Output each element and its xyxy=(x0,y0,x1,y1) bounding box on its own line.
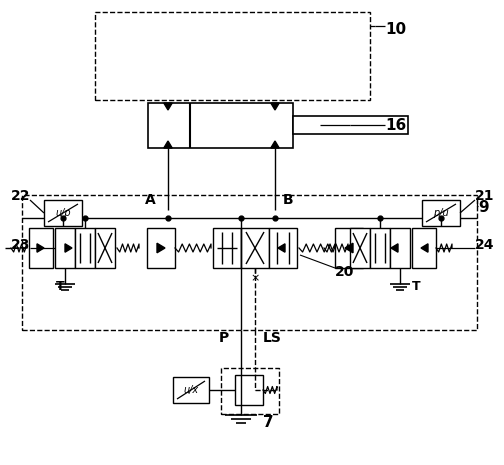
Polygon shape xyxy=(164,103,172,110)
Bar xyxy=(221,368,279,414)
Text: P: P xyxy=(219,331,229,345)
Text: 20: 20 xyxy=(335,265,354,279)
Text: 7: 7 xyxy=(263,415,274,430)
Text: 21: 21 xyxy=(475,189,494,203)
Text: u/p: u/p xyxy=(55,208,71,218)
Bar xyxy=(412,228,436,268)
Bar xyxy=(269,228,297,268)
Bar xyxy=(422,200,460,226)
Bar xyxy=(148,103,293,148)
Bar xyxy=(44,200,82,226)
Polygon shape xyxy=(345,243,353,253)
Text: A: A xyxy=(145,193,156,207)
Polygon shape xyxy=(37,244,44,252)
Bar xyxy=(22,195,477,330)
Text: 9: 9 xyxy=(478,200,488,215)
Bar xyxy=(173,377,209,403)
Text: p/u: p/u xyxy=(433,208,449,218)
Text: 24: 24 xyxy=(475,238,494,252)
Text: 10: 10 xyxy=(385,22,406,37)
Text: B: B xyxy=(283,193,294,207)
Polygon shape xyxy=(157,243,165,253)
Bar xyxy=(335,228,363,268)
Text: T: T xyxy=(412,280,421,293)
Text: 23: 23 xyxy=(11,238,30,252)
Bar xyxy=(293,116,408,134)
Polygon shape xyxy=(271,141,279,148)
Bar xyxy=(241,228,269,268)
Text: T: T xyxy=(56,280,65,293)
Polygon shape xyxy=(278,244,285,252)
Polygon shape xyxy=(164,141,172,148)
Bar xyxy=(213,228,241,268)
Bar xyxy=(370,228,390,268)
Text: 16: 16 xyxy=(385,118,406,133)
Text: LS: LS xyxy=(263,331,282,345)
Bar xyxy=(95,228,115,268)
Polygon shape xyxy=(65,244,72,252)
Text: u/x: u/x xyxy=(183,385,199,395)
Bar xyxy=(390,228,410,268)
Text: 22: 22 xyxy=(11,189,30,203)
Bar xyxy=(55,228,75,268)
Bar xyxy=(235,375,263,405)
Bar xyxy=(350,228,370,268)
Bar xyxy=(95,12,370,100)
Polygon shape xyxy=(391,244,398,252)
Text: ×: × xyxy=(250,273,260,283)
Polygon shape xyxy=(421,244,428,252)
Bar xyxy=(29,228,53,268)
Bar xyxy=(147,228,175,268)
Bar xyxy=(75,228,95,268)
Polygon shape xyxy=(271,103,279,110)
